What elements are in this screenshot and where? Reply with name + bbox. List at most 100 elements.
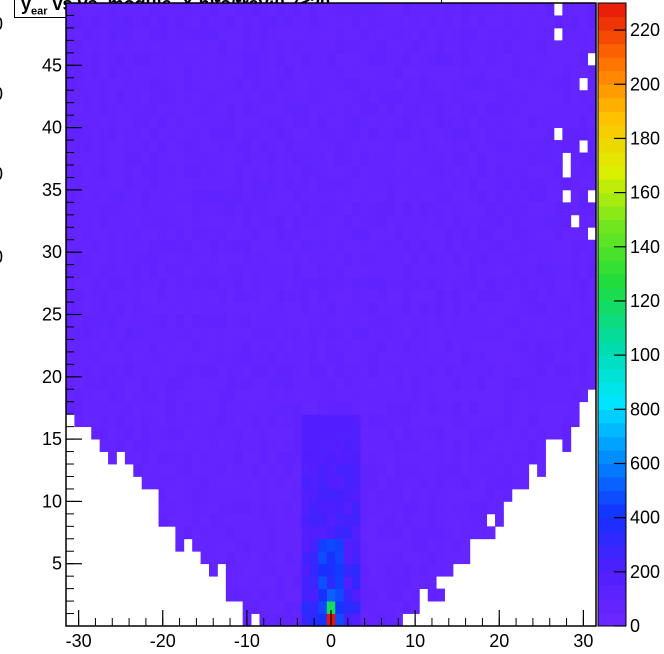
heatmap-cell bbox=[242, 252, 252, 266]
heatmap-cell bbox=[360, 364, 370, 378]
heatmap-cell bbox=[410, 40, 420, 54]
heatmap-cell bbox=[528, 40, 538, 54]
heatmap-cell bbox=[520, 302, 530, 315]
heatmap-cell bbox=[343, 314, 353, 328]
heatmap-cell bbox=[360, 65, 370, 79]
heatmap-cell bbox=[469, 302, 479, 315]
heatmap-cell bbox=[116, 289, 126, 303]
heatmap-cell bbox=[444, 351, 454, 365]
heatmap-cell bbox=[562, 239, 572, 253]
heatmap-cell bbox=[444, 227, 454, 241]
heatmap-cell bbox=[209, 27, 218, 41]
heatmap-cell bbox=[276, 52, 286, 66]
heatmap-cell bbox=[545, 77, 555, 91]
heatmap-cell bbox=[368, 389, 378, 403]
heatmap-cell bbox=[503, 140, 513, 153]
heatmap-cell bbox=[166, 376, 176, 390]
heatmap-cell bbox=[116, 277, 126, 290]
heatmap-cell bbox=[343, 601, 353, 614]
heatmap-cell bbox=[183, 526, 193, 540]
heatmap-cell bbox=[108, 439, 117, 452]
heatmap-cell bbox=[385, 52, 395, 66]
heatmap-cell bbox=[234, 326, 244, 340]
heatmap-cell bbox=[394, 401, 403, 415]
heatmap-cell bbox=[74, 364, 84, 378]
heatmap-cell bbox=[234, 65, 244, 79]
heatmap-cell bbox=[452, 140, 462, 153]
heatmap-cell bbox=[579, 65, 588, 79]
heatmap-cell bbox=[108, 376, 117, 390]
heatmap-cell bbox=[570, 177, 580, 191]
heatmap-cell bbox=[276, 414, 286, 428]
heatmap-cell bbox=[276, 15, 286, 29]
heatmap-cell bbox=[343, 414, 353, 428]
heatmap-cell bbox=[436, 464, 445, 477]
heatmap-cell bbox=[309, 90, 319, 104]
heatmap-cell bbox=[225, 102, 235, 116]
heatmap-cell bbox=[562, 227, 572, 241]
heatmap-cell bbox=[326, 551, 336, 565]
heatmap-cell bbox=[309, 351, 319, 365]
heatmap-cell bbox=[402, 127, 412, 141]
heatmap-cell bbox=[326, 164, 336, 178]
heatmap-cell bbox=[402, 264, 412, 278]
heatmap-cell bbox=[91, 326, 101, 340]
heatmap-cell bbox=[469, 152, 479, 166]
heatmap-cell bbox=[225, 414, 235, 428]
heatmap-cell bbox=[385, 65, 395, 79]
heatmap-cell bbox=[209, 439, 218, 452]
heatmap-cell bbox=[74, 27, 84, 41]
heatmap-cell bbox=[74, 52, 84, 66]
heatmap-cell bbox=[520, 65, 530, 79]
heatmap-cell bbox=[326, 513, 336, 527]
heatmap-cell bbox=[360, 476, 370, 490]
heatmap-cell bbox=[385, 177, 395, 191]
heatmap-cell bbox=[209, 551, 218, 565]
heatmap-cell bbox=[352, 414, 361, 428]
heatmap-cell bbox=[377, 364, 387, 378]
heatmap-cell bbox=[486, 414, 496, 428]
heatmap-cell bbox=[410, 264, 420, 278]
heatmap-cell bbox=[587, 115, 597, 128]
heatmap-cell bbox=[385, 351, 395, 365]
heatmap-cell bbox=[276, 40, 286, 54]
heatmap-cell bbox=[183, 152, 193, 166]
heatmap-cell bbox=[66, 189, 75, 203]
heatmap-cell bbox=[293, 3, 302, 16]
heatmap-cell bbox=[141, 177, 151, 191]
heatmap-cell bbox=[343, 252, 353, 266]
heatmap-cell bbox=[562, 3, 572, 16]
heatmap-cell bbox=[419, 102, 429, 116]
heatmap-cell bbox=[352, 426, 361, 440]
heatmap-cell bbox=[562, 277, 572, 290]
heatmap-cell bbox=[200, 177, 210, 191]
heatmap-cell bbox=[385, 501, 395, 515]
heatmap-cell bbox=[225, 277, 235, 290]
heatmap-cell bbox=[217, 364, 227, 378]
heatmap-cell bbox=[166, 214, 176, 228]
heatmap-cell bbox=[587, 302, 597, 315]
heatmap-cell bbox=[486, 364, 496, 378]
heatmap-cell bbox=[452, 538, 462, 552]
heatmap-cell bbox=[99, 401, 109, 415]
heatmap-cell bbox=[91, 302, 101, 315]
heatmap-cell bbox=[452, 40, 462, 54]
heatmap-cell bbox=[124, 252, 134, 266]
heatmap-cell bbox=[461, 364, 471, 378]
heatmap-cell bbox=[200, 389, 210, 403]
heatmap-cell bbox=[267, 563, 277, 577]
heatmap-cell bbox=[234, 252, 244, 266]
heatmap-cell bbox=[326, 401, 336, 415]
heatmap-cell bbox=[242, 152, 252, 166]
heatmap-cell bbox=[360, 538, 370, 552]
heatmap-cell bbox=[276, 140, 286, 153]
heatmap-cell bbox=[537, 414, 546, 428]
heatmap-cell bbox=[318, 40, 328, 54]
heatmap-cell bbox=[200, 3, 210, 16]
heatmap-cell bbox=[217, 401, 227, 415]
heatmap-cell bbox=[242, 202, 252, 216]
colorbar-segment bbox=[598, 585, 626, 600]
heatmap-cell bbox=[234, 15, 244, 29]
heatmap-cell bbox=[234, 513, 244, 527]
heatmap-cell bbox=[352, 52, 361, 66]
